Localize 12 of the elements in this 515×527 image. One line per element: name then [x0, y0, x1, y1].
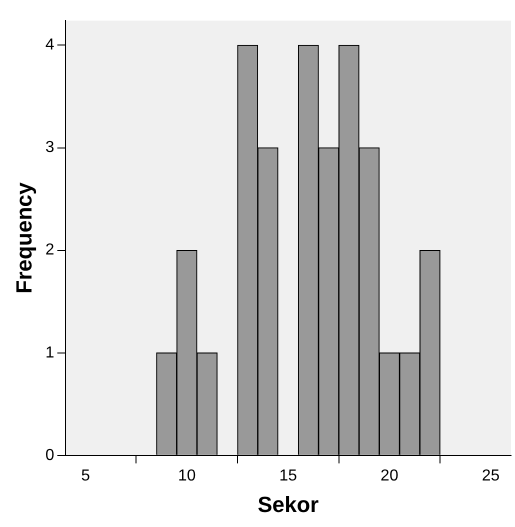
y-tick-label: 1: [45, 344, 54, 362]
y-axis-title: Frequency: [11, 182, 36, 294]
x-axis-title: Sekor: [258, 492, 320, 517]
x-tick-label: 10: [178, 467, 196, 484]
y-tick-label: 0: [45, 446, 54, 464]
y-tick-label: 3: [45, 139, 54, 156]
x-tick-label: 20: [380, 467, 398, 484]
x-tick-label: 5: [81, 467, 90, 484]
x-tick-label: 25: [482, 467, 500, 484]
y-tick-label: 4: [45, 36, 54, 54]
x-tick-label: 15: [279, 467, 298, 484]
y-tick-label: 2: [45, 242, 54, 259]
